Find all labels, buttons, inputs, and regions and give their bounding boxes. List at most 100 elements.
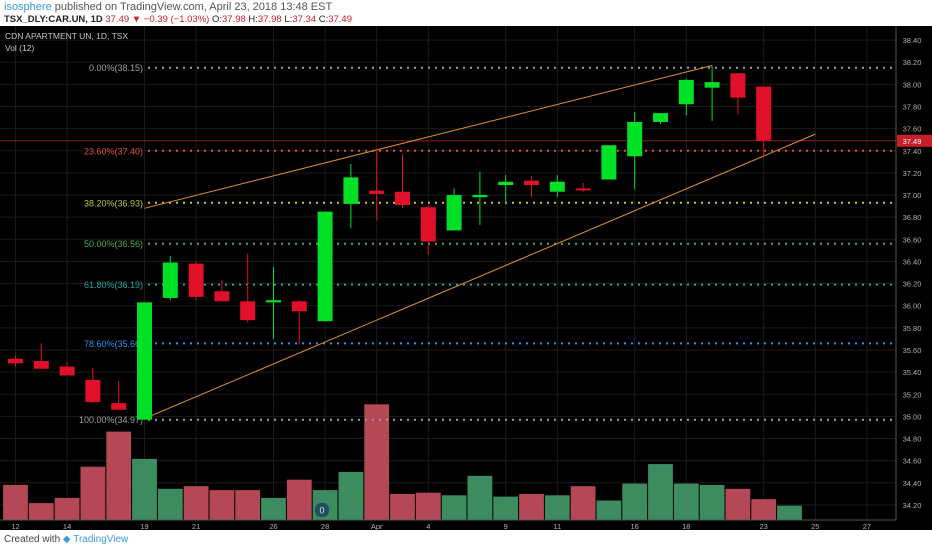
price-tick-label: 35.60 xyxy=(903,346,922,355)
candles xyxy=(8,65,772,420)
legend-low-label: L: xyxy=(284,14,293,25)
volume-bar xyxy=(648,464,673,520)
volume-bar xyxy=(596,500,622,520)
time-tick-label: 21 xyxy=(192,522,200,531)
legend-symbol: TSX_DLY:CAR.UN, 1D xyxy=(4,14,103,25)
volume-bar xyxy=(132,458,157,520)
publisher-username[interactable]: isosphere xyxy=(4,1,52,13)
volume-bar xyxy=(751,499,777,520)
price-tick-label: 36.60 xyxy=(903,235,922,244)
footer: Created with ◆ TradingView xyxy=(0,530,932,550)
legend-low: 37.34 xyxy=(292,14,317,25)
publish-info: isosphere published on TradingView.com, … xyxy=(4,1,332,13)
volume-bar xyxy=(286,479,312,520)
channel-lines xyxy=(144,65,816,420)
price-tick-label: 37.00 xyxy=(903,191,922,200)
price-tick-label: 36.20 xyxy=(903,280,922,289)
price-tick-label: 37.60 xyxy=(903,125,922,134)
price-tick-label: 38.40 xyxy=(903,36,922,45)
volume-marker-label: 0 xyxy=(319,506,324,516)
candle-body xyxy=(111,403,127,410)
chart-title: CDN APARTMENT UN, 1D, TSX xyxy=(5,31,128,41)
candle-body xyxy=(317,211,333,322)
last-price-label: 37.49 xyxy=(903,137,922,146)
price-tick-label: 35.40 xyxy=(903,368,922,377)
candle-body xyxy=(395,191,410,205)
time-tick-label: 19 xyxy=(140,522,148,531)
price-axis[interactable]: 34.20 34.40 34.60 34.80 35.00 35.20 35.40 35.60… xyxy=(895,26,932,532)
volume-bar xyxy=(3,484,28,520)
created-with-text: Created with ◆ TradingView xyxy=(4,534,128,545)
legend-open: 37.98 xyxy=(222,14,246,25)
candle-body xyxy=(446,195,462,231)
volume-bar xyxy=(519,494,544,520)
candle-body xyxy=(575,188,591,191)
volume-bar xyxy=(390,494,415,520)
volume-bar xyxy=(338,471,364,520)
fib-level-label: 38.20%(36.93) xyxy=(84,198,143,208)
candle-body xyxy=(188,263,204,297)
time-tick-label: 12 xyxy=(11,522,19,531)
candle-body xyxy=(653,113,668,122)
volume-bar xyxy=(261,497,286,520)
candle-body xyxy=(214,291,230,302)
price-tick-label: 38.00 xyxy=(903,80,922,89)
candle-body xyxy=(472,195,488,198)
volume-bar xyxy=(570,486,596,520)
last-price-badge xyxy=(897,134,932,147)
candle-body xyxy=(291,301,307,312)
time-tick-label: 25 xyxy=(811,522,819,531)
candle-body xyxy=(627,121,643,157)
volume-bar xyxy=(622,483,648,520)
candle-body xyxy=(369,190,385,194)
candle-body xyxy=(343,177,359,204)
time-tick-label: 28 xyxy=(321,522,329,531)
time-tick-label: 16 xyxy=(631,522,639,531)
volume-bar xyxy=(777,505,802,520)
candle-body xyxy=(162,262,178,298)
time-tick-label: 9 xyxy=(504,522,508,531)
volume-bar xyxy=(699,484,725,520)
channel-line xyxy=(144,65,713,209)
volume-bar xyxy=(725,488,751,520)
fib-level-label: 23.60%(37.40) xyxy=(84,146,143,156)
volume-bars: 0 xyxy=(3,404,802,520)
price-tick-label: 35.20 xyxy=(903,390,922,399)
candle-body xyxy=(601,145,617,180)
price-tick-label: 34.60 xyxy=(903,457,922,466)
volume-label: Vol (12) xyxy=(5,43,34,53)
price-axis-bg xyxy=(896,26,932,532)
time-tick-label: Apr xyxy=(371,522,383,531)
legend-change: −0.39 (−1.03%) xyxy=(143,14,210,25)
legend-close-label: C: xyxy=(318,14,329,25)
price-tick-label: 34.40 xyxy=(903,479,922,488)
volume-bar xyxy=(54,497,80,520)
candlestick-chart[interactable]: 0 0.00%(38.15) 23.60%(37.40) 38.20%(36.93)… xyxy=(0,26,932,532)
time-tick-label: 27 xyxy=(863,522,871,531)
time-tick-label: 4 xyxy=(426,522,430,531)
volume-bar xyxy=(493,496,519,520)
legend-down-icon: ▼ xyxy=(131,14,142,25)
volume-bar xyxy=(544,495,570,520)
chart-area[interactable]: 0 0.00%(38.15) 23.60%(37.40) 38.20%(36.93)… xyxy=(0,26,932,532)
time-tick-label: 26 xyxy=(269,522,277,531)
legend-close: 37.49 xyxy=(328,14,352,25)
price-tick-label: 37.20 xyxy=(903,169,922,178)
time-axis[interactable]: 12 14 19 21 26 28 Apr 4 9 11 16 18 23 25 27 xyxy=(0,519,896,531)
candle-body xyxy=(33,361,49,369)
published-text: published on TradingView.com, April 23, … xyxy=(54,1,333,13)
fib-level-label: 50.00%(36.56) xyxy=(84,239,143,249)
fib-level-label: 78.60%(35.66) xyxy=(84,339,143,349)
candle-body xyxy=(59,366,75,376)
time-tick-label: 14 xyxy=(63,522,71,531)
volume-bar xyxy=(157,488,183,520)
candle-body xyxy=(137,302,152,420)
volume-bar xyxy=(467,475,493,520)
legend-open-label: O: xyxy=(211,14,222,25)
fib-level-label: 61.80%(36.19) xyxy=(84,280,143,290)
chart-legend: CDN APARTMENT UN, 1D, TSX Vol (12) xyxy=(5,31,128,53)
tradingview-brand[interactable]: TradingView xyxy=(73,534,129,545)
candle-body xyxy=(756,86,772,141)
candle-body xyxy=(730,73,746,98)
